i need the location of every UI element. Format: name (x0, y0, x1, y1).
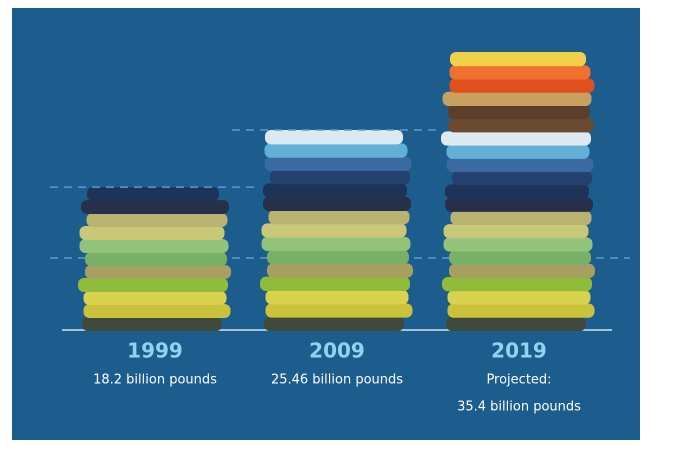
value-label: 35.4 billion pounds (457, 400, 581, 415)
garment (450, 52, 586, 67)
year-label: 2009 (309, 339, 365, 363)
annotation: Projected: (486, 373, 551, 388)
garment (450, 210, 592, 226)
garment (448, 118, 594, 133)
garment (446, 157, 594, 173)
garment (445, 197, 593, 212)
garment (264, 143, 408, 158)
garment (448, 104, 590, 120)
garment (83, 304, 231, 319)
garment (265, 303, 413, 318)
garment (87, 187, 219, 202)
bar (260, 130, 413, 331)
garment (447, 303, 595, 318)
garment (85, 265, 231, 280)
garment (267, 263, 413, 278)
garment (267, 250, 409, 265)
garment (264, 156, 412, 172)
garment (449, 78, 595, 93)
garment (441, 131, 591, 146)
garment (442, 91, 592, 106)
garment (261, 236, 411, 252)
garment (79, 226, 225, 241)
bar (78, 187, 231, 331)
garment (443, 224, 589, 239)
garment (260, 276, 410, 292)
garment (447, 290, 591, 305)
garment (270, 170, 410, 185)
garment (263, 183, 407, 198)
garment (446, 316, 586, 331)
garment (265, 130, 403, 145)
garment (261, 223, 407, 238)
garment (442, 277, 592, 292)
garment (445, 184, 589, 199)
garment (82, 317, 222, 331)
value-label: 25.46 billion pounds (271, 373, 403, 388)
garment (449, 250, 591, 265)
value-label: 18.2 billion pounds (93, 373, 217, 388)
bar (441, 52, 595, 331)
garment (443, 237, 593, 252)
garment (449, 263, 595, 279)
garment (78, 278, 228, 293)
year-label: 1999 (127, 339, 183, 363)
garment (79, 239, 229, 254)
garment (81, 200, 229, 215)
garment (268, 210, 410, 225)
garment (265, 290, 409, 305)
garment (452, 171, 592, 186)
garment (263, 196, 411, 212)
garment (449, 65, 591, 80)
garment (83, 291, 227, 306)
garment (446, 144, 590, 159)
garment (85, 252, 227, 267)
year-label: 2019 (491, 339, 547, 363)
garment (86, 213, 228, 228)
garment (264, 316, 404, 331)
